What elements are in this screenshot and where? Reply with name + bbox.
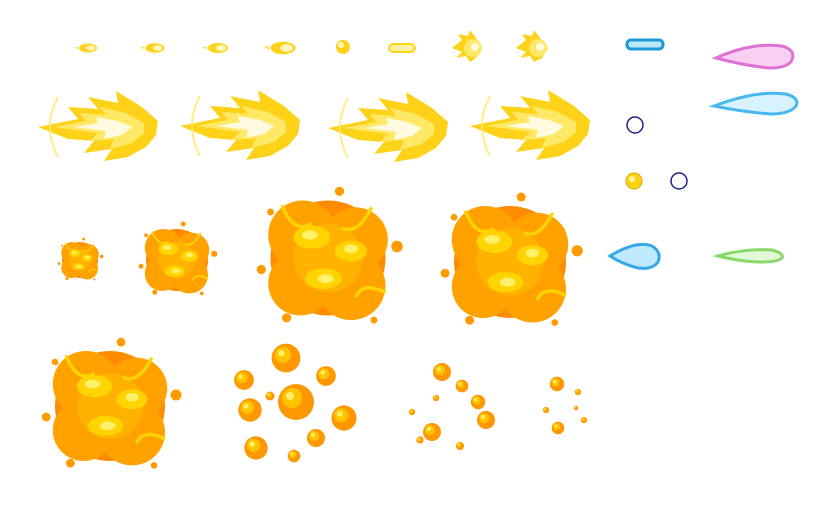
navy-ring-icon <box>626 116 644 134</box>
blue-drop-icon <box>607 242 661 270</box>
flame-comet-icon <box>327 91 449 163</box>
navy-ring-icon <box>670 172 688 190</box>
energy-pellet-icon <box>73 43 97 53</box>
energy-pellet-icon <box>202 43 228 53</box>
explosion-scatter-icon <box>408 363 495 451</box>
green-beam-icon <box>712 248 784 264</box>
energy-capsule-icon <box>388 43 416 53</box>
energy-orb-icon <box>336 40 350 54</box>
explosion-small-icon <box>57 237 104 282</box>
flame-ball-icon <box>452 30 482 62</box>
flame-comet-icon <box>469 89 591 161</box>
explosion-medium-icon <box>137 220 219 297</box>
gold-orb-icon <box>625 172 643 190</box>
flame-ball-icon <box>516 30 548 62</box>
energy-pellet-icon <box>263 41 296 55</box>
flame-comet-icon <box>179 89 301 161</box>
flame-comet-icon <box>37 90 159 162</box>
blue-bar-icon <box>625 38 665 51</box>
explosion-scatter-icon <box>234 343 357 463</box>
explosion-scatter-icon <box>542 376 588 435</box>
pink-beam-icon <box>711 43 795 70</box>
explosion-large-icon <box>40 336 184 471</box>
cyan-beam-icon <box>708 91 799 116</box>
energy-pellet-icon <box>139 43 165 53</box>
explosion-large-icon <box>254 184 405 326</box>
explosion-large-icon <box>438 190 585 328</box>
